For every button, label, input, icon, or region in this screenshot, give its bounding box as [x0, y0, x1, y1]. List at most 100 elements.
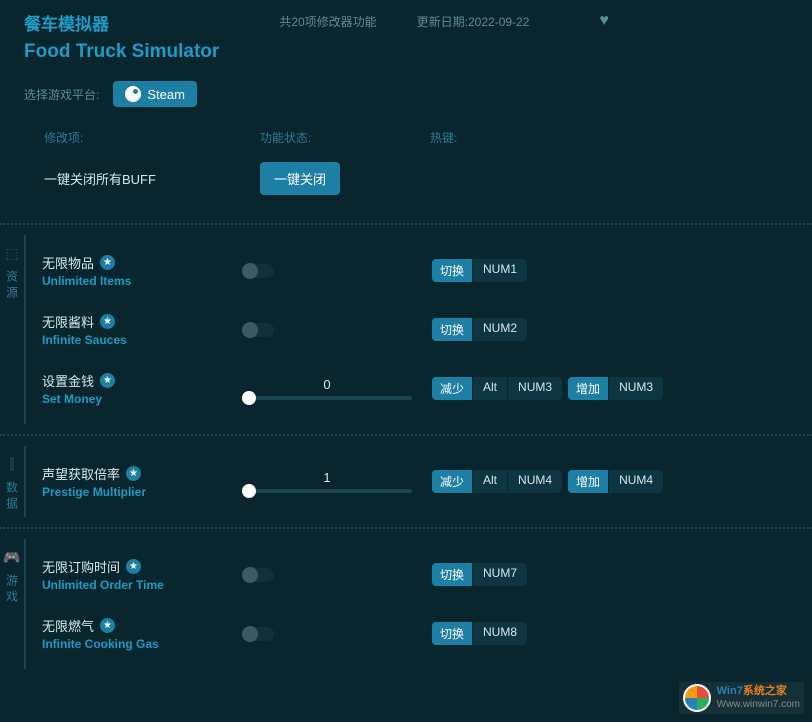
cheat-title: 无限燃气★ Infinite Cooking Gas: [42, 616, 242, 651]
cheat-name-cn: 无限物品★: [42, 253, 242, 272]
cheat-name-cn: 无限订购时间★: [42, 557, 242, 576]
col-header-status: 功能状态:: [260, 129, 430, 146]
meta-count: 共20项修改器功能: [279, 13, 376, 30]
cheat-name-en: Infinite Sauces: [42, 333, 242, 347]
cheat-name-cn: 无限燃气★: [42, 616, 242, 635]
side-tab: ⬚资源: [0, 235, 26, 424]
header: 餐车模拟器 Food Truck Simulator 共20项修改器功能 更新日…: [0, 0, 812, 67]
cheat-row: 无限订购时间★ Unlimited Order Time 切换NUM7: [42, 545, 788, 604]
slider-thumb[interactable]: [242, 391, 256, 405]
toggle-switch[interactable]: [242, 627, 274, 641]
slider[interactable]: 1: [242, 470, 412, 493]
cheat-name-cn: 设置金钱★: [42, 371, 242, 390]
hotkey-group[interactable]: 切换NUM7: [432, 563, 527, 586]
toggle-switch[interactable]: [242, 323, 274, 337]
platform-row: 选择游戏平台: Steam: [0, 67, 812, 123]
hotkey-group[interactable]: 减少AltNUM3: [432, 377, 562, 400]
hotkey-key: Alt: [472, 377, 507, 400]
close-all-label: 一键关闭所有BUFF: [44, 169, 260, 188]
toggle-switch[interactable]: [242, 264, 274, 278]
cheat-name-en: Prestige Multiplier: [42, 485, 242, 499]
platform-steam-button[interactable]: Steam: [113, 81, 197, 107]
control-col: 0: [242, 377, 432, 400]
hotkey-col: 减少AltNUM4增加NUM4: [432, 470, 788, 493]
hotkey-key: NUM3: [608, 377, 663, 400]
hotkey-key: NUM3: [507, 377, 562, 400]
hotkey-label: 增加: [568, 377, 608, 400]
side-tab: ⫿数据: [0, 446, 26, 517]
hotkey-col: 切换NUM8: [432, 622, 788, 645]
watermark-logo-icon: [683, 684, 711, 712]
cheat-name-en: Unlimited Order Time: [42, 578, 242, 592]
cheat-title: 无限物品★ Unlimited Items: [42, 253, 242, 288]
hotkey-label: 切换: [432, 563, 472, 586]
platform-button-label: Steam: [147, 87, 185, 102]
control-col: [242, 264, 432, 278]
hotkey-key: NUM1: [472, 259, 527, 282]
section: ⬚资源无限物品★Unlimited Items切换NUM1无限酱料★Infini…: [0, 231, 812, 428]
close-all-button[interactable]: 一键关闭: [260, 162, 340, 195]
section-separator: [0, 527, 812, 529]
section-body: 声望获取倍率★Prestige Multiplier1减少AltNUM4增加NU…: [26, 446, 812, 517]
hotkey-group[interactable]: 切换NUM8: [432, 622, 527, 645]
column-headers: 修改项: 功能状态: 热键:: [0, 123, 812, 152]
hotkey-key: Alt: [472, 470, 507, 493]
hotkey-key: NUM7: [472, 563, 527, 586]
control-col: [242, 568, 432, 582]
hotkey-label: 切换: [432, 318, 472, 341]
cheat-name-en: Infinite Cooking Gas: [42, 637, 242, 651]
hotkey-key: NUM4: [608, 470, 663, 493]
hotkey-col: 减少AltNUM3增加NUM3: [432, 377, 788, 400]
hotkey-key: NUM4: [507, 470, 562, 493]
slider-value: 1: [242, 470, 412, 485]
slider[interactable]: 0: [242, 377, 412, 400]
cheat-row: 设置金钱★Set Money0减少AltNUM3增加NUM3: [42, 359, 788, 418]
cheat-name-en: Set Money: [42, 392, 242, 406]
hotkey-col: 切换NUM7: [432, 563, 788, 586]
hotkey-group[interactable]: 增加NUM3: [568, 377, 663, 400]
watermark-line2: Www.winwin7.com: [717, 699, 800, 711]
watermark-line1a: Win7: [717, 685, 743, 697]
title-cn: 餐车模拟器: [24, 10, 219, 35]
heart-icon[interactable]: ♥: [599, 12, 609, 30]
hotkey-label: 切换: [432, 259, 472, 282]
slider-track[interactable]: [242, 396, 412, 400]
cheat-title: 无限订购时间★ Unlimited Order Time: [42, 557, 242, 592]
col-header-mod: 修改项:: [44, 129, 260, 146]
steam-icon: [125, 86, 141, 102]
hotkey-group[interactable]: 减少AltNUM4: [432, 470, 562, 493]
hotkey-key: NUM2: [472, 318, 527, 341]
hotkey-col: 切换NUM1: [432, 259, 788, 282]
platform-label: 选择游戏平台:: [24, 86, 99, 103]
toggle-switch[interactable]: [242, 568, 274, 582]
control-col: 1: [242, 470, 432, 493]
col-header-hotkey: 热键:: [430, 129, 788, 146]
side-tab-label: 资源: [4, 270, 21, 302]
cheat-title: 设置金钱★ Set Money: [42, 371, 242, 406]
watermark-text: Win7系统之家 Www.winwin7.com: [717, 685, 800, 710]
meta-date: 更新日期:2022-09-22: [417, 13, 530, 30]
control-col: [242, 323, 432, 337]
side-tab: 🎮游戏: [0, 539, 26, 669]
title-en: Food Truck Simulator: [24, 41, 219, 63]
section-body: 无限订购时间★ Unlimited Order Time 切换NUM7 无限燃气★ In…: [26, 539, 812, 669]
hotkey-label: 减少: [432, 470, 472, 493]
side-tab-icon: 🎮: [3, 549, 20, 566]
slider-value: 0: [242, 377, 412, 392]
hotkey-key: NUM8: [472, 622, 527, 645]
star-icon: ★: [100, 373, 115, 388]
hotkey-col: 切换NUM2: [432, 318, 788, 341]
cheat-title: 无限酱料★Infinite Sauces: [42, 312, 242, 347]
hotkey-group[interactable]: 切换NUM2: [432, 318, 527, 341]
cheat-row: 无限酱料★Infinite Sauces 切换NUM2: [42, 300, 788, 359]
cheat-name-en: Unlimited Items: [42, 274, 242, 288]
slider-track[interactable]: [242, 489, 412, 493]
section: ⫿数据声望获取倍率★Prestige Multiplier1减少AltNUM4增…: [0, 442, 812, 521]
title-block: 餐车模拟器 Food Truck Simulator: [24, 10, 219, 63]
section-separator: [0, 434, 812, 436]
hotkey-group[interactable]: 增加NUM4: [568, 470, 663, 493]
slider-thumb[interactable]: [242, 484, 256, 498]
hotkey-group[interactable]: 切换NUM1: [432, 259, 527, 282]
control-col: [242, 627, 432, 641]
watermark: Win7系统之家 Www.winwin7.com: [679, 682, 804, 714]
